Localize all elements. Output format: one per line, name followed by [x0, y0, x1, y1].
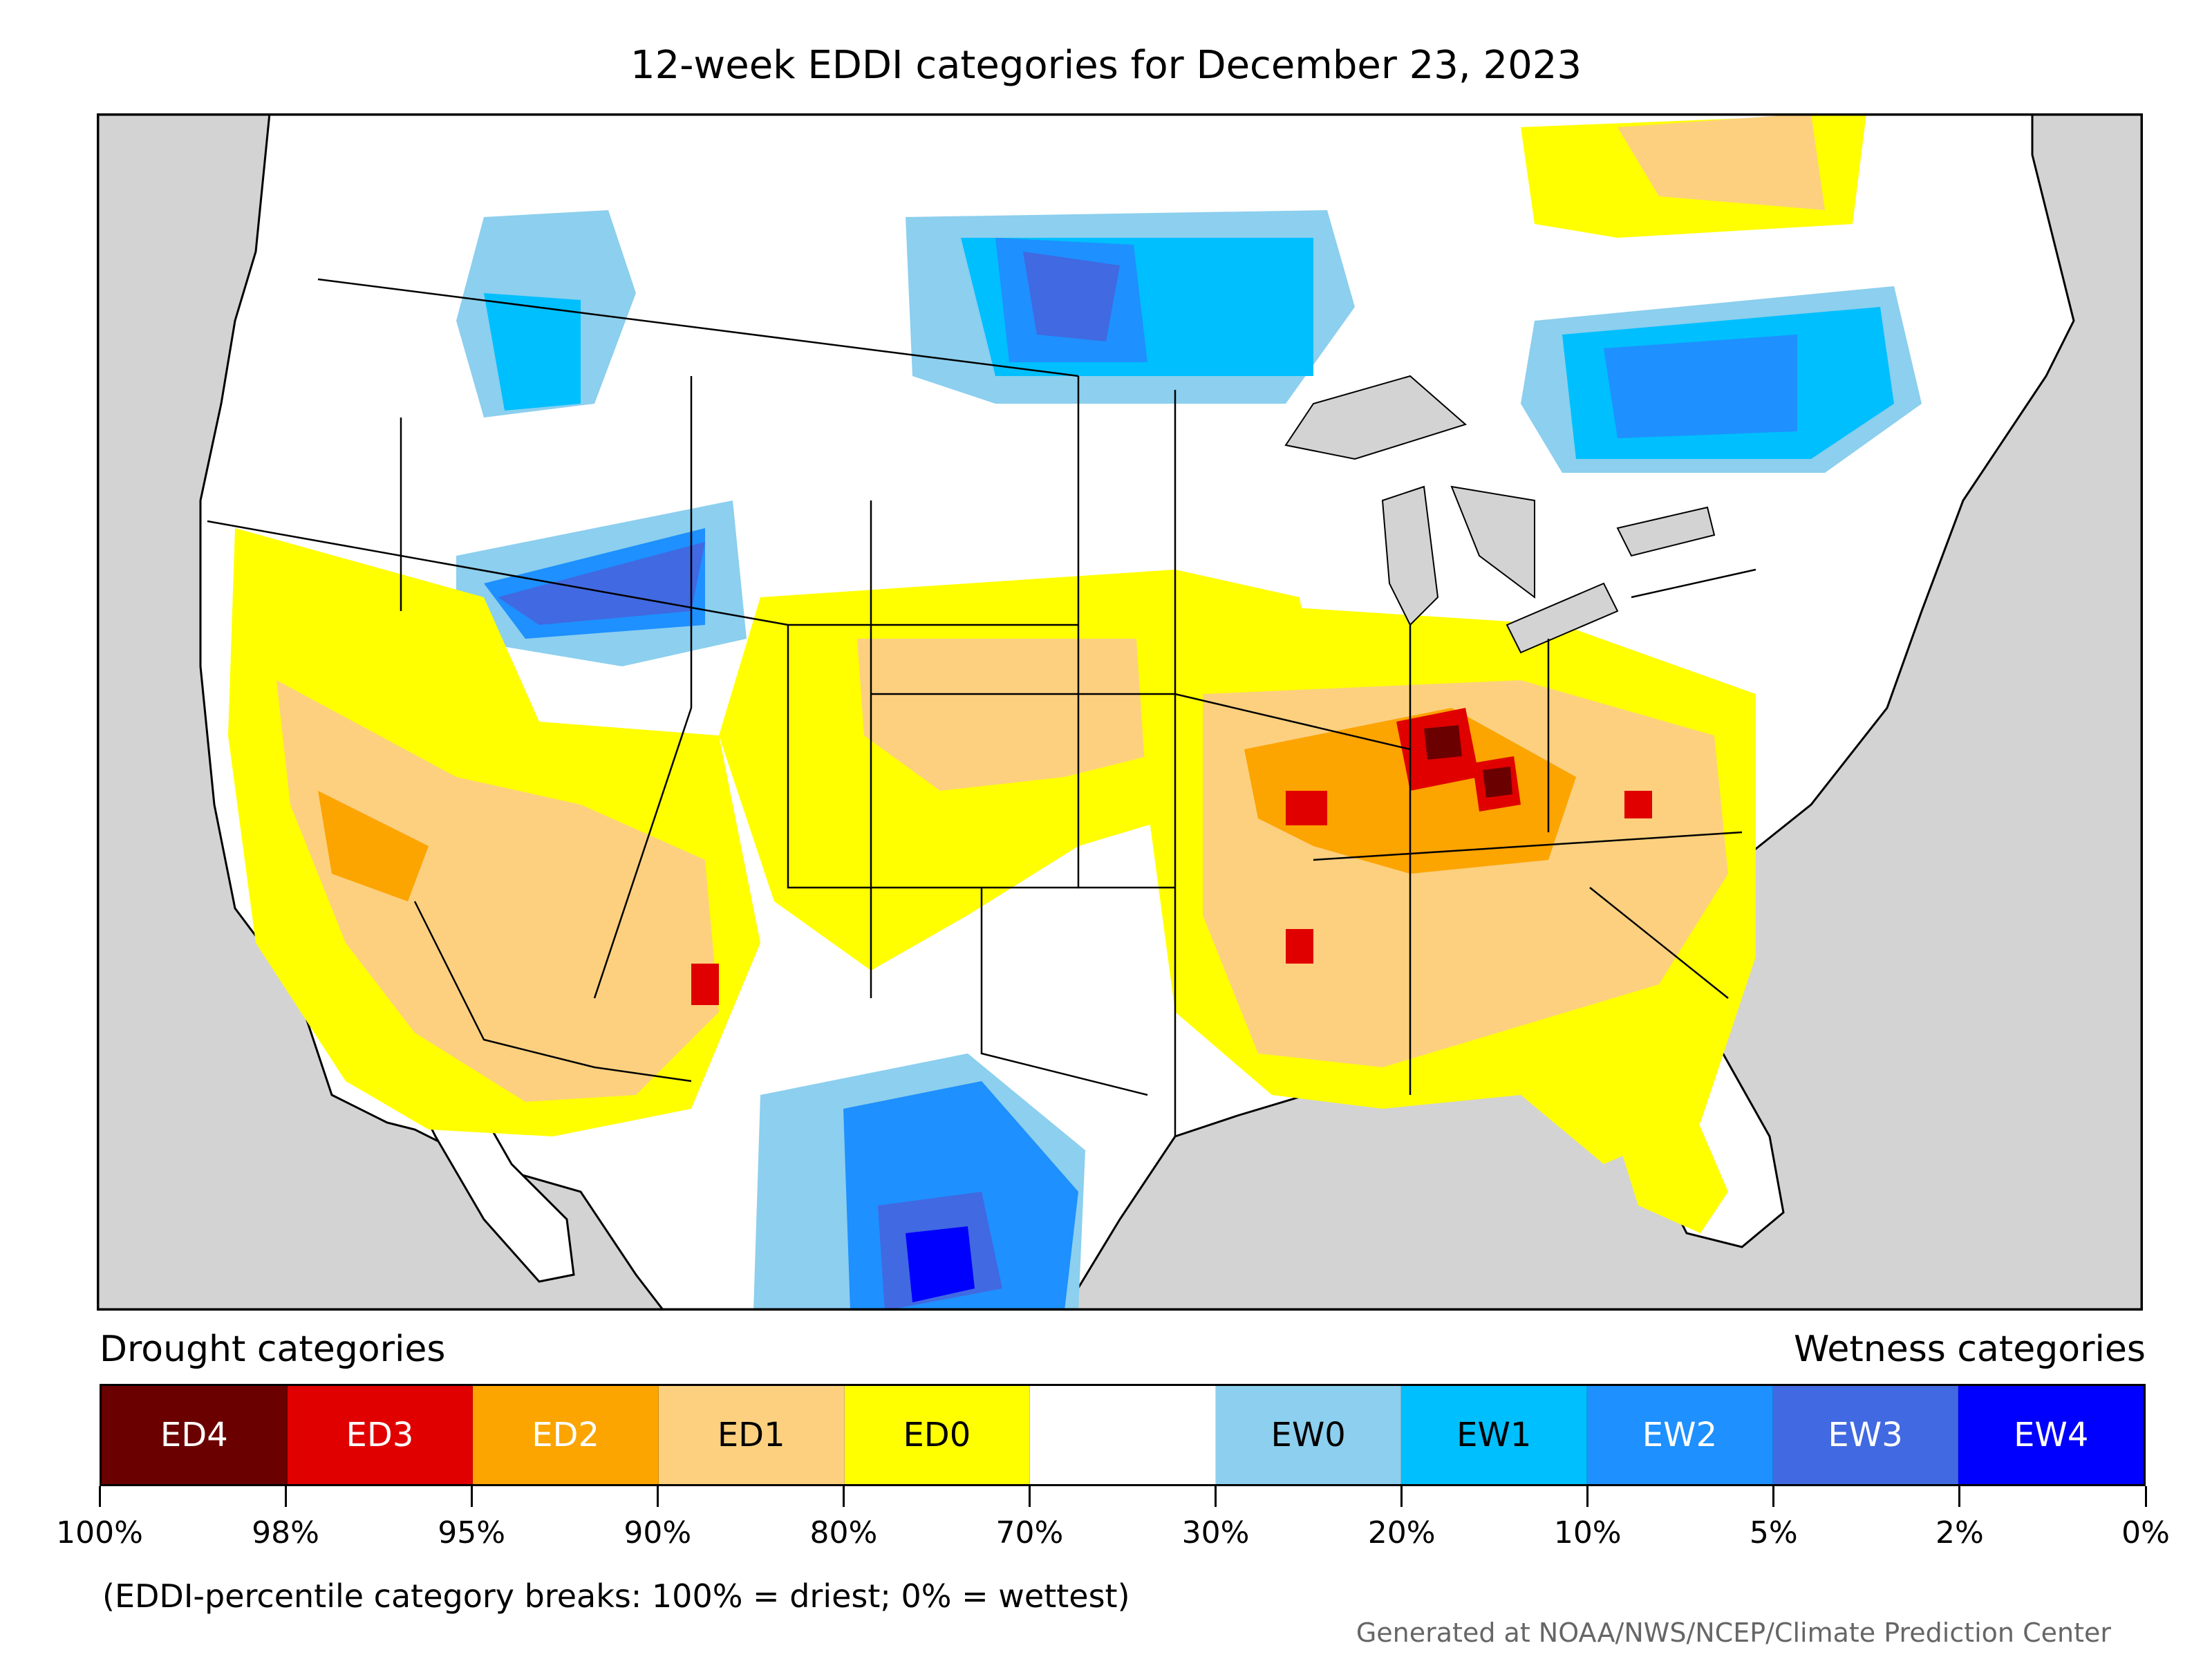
legend-category-ed1: ED1 — [659, 1386, 845, 1484]
colorbar-tick — [1215, 1486, 1217, 1507]
legend-category-ed2: ED2 — [473, 1386, 659, 1484]
colorbar-tick-label: 2% — [1936, 1515, 1984, 1550]
legend-category-ed4: ED4 — [102, 1386, 288, 1484]
map-title: 12-week EDDI categories for December 23,… — [0, 43, 2212, 88]
colorbar-tick-label: 95% — [438, 1515, 505, 1550]
colorbar-tick — [657, 1486, 659, 1507]
category-breaks-note: (EDDI-percentile category breaks: 100% =… — [102, 1577, 1130, 1615]
colorbar-tick — [1029, 1486, 1031, 1507]
colorbar-tick — [471, 1486, 473, 1507]
colorbar-tick-label: 30% — [1182, 1515, 1250, 1550]
credit-line: Generated at NOAA/NWS/NCEP/Climate Predi… — [1356, 1618, 2111, 1648]
colorbar-tick — [1958, 1486, 1960, 1507]
colorbar-ticks — [100, 1486, 2146, 1514]
colorbar-tick-label: 10% — [1554, 1515, 1622, 1550]
colorbar-tick — [1586, 1486, 1588, 1507]
category-colorbar: ED4 ED3 ED2 ED1 ED0 EW0 EW1 EW2 EW3 EW4 — [100, 1384, 2146, 1486]
colorbar-tick — [285, 1486, 287, 1507]
colorbar-tick-label: 5% — [1750, 1515, 1798, 1550]
drought-categories-heading: Drought categories — [100, 1329, 446, 1370]
legend-category-ed0: ED0 — [845, 1386, 1031, 1484]
legend-category-normal — [1030, 1386, 1216, 1484]
colorbar-tick-label: 0% — [2121, 1515, 2170, 1550]
colorbar-tick-label: 90% — [624, 1515, 691, 1550]
colorbar-tick — [843, 1486, 845, 1507]
legend-category-ew3: EW3 — [1773, 1386, 1959, 1484]
colorbar-tick — [1400, 1486, 1403, 1507]
legend-category-ew4: EW4 — [1958, 1386, 2144, 1484]
eddi-map — [97, 113, 2143, 1311]
colorbar-tick — [1772, 1486, 1774, 1507]
legend-category-ew2: EW2 — [1587, 1386, 1773, 1484]
colorbar-tick-label: 20% — [1368, 1515, 1436, 1550]
colorbar-tick-label: 80% — [809, 1515, 877, 1550]
colorbar-tick — [99, 1486, 101, 1507]
legend-category-ew0: EW0 — [1216, 1386, 1402, 1484]
legend-category-ed3: ED3 — [288, 1386, 474, 1484]
wetness-categories-heading: Wetness categories — [1794, 1329, 2146, 1370]
colorbar-tick — [2145, 1486, 2147, 1507]
colorbar-tick-label: 100% — [56, 1515, 143, 1550]
colorbar-tick-label: 70% — [996, 1515, 1064, 1550]
legend-category-ew1: EW1 — [1401, 1386, 1587, 1484]
colorbar-tick-label: 98% — [252, 1515, 319, 1550]
